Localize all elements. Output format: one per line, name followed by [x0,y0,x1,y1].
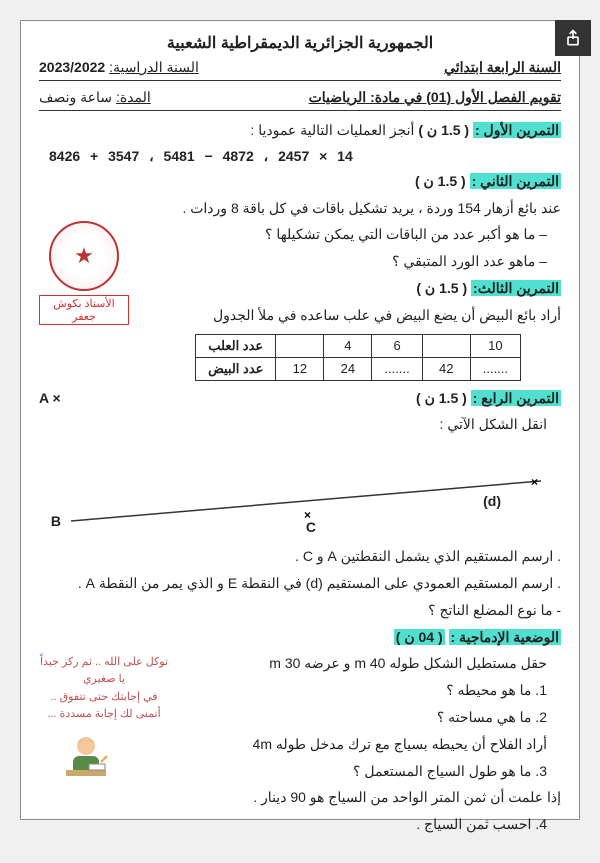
ex5-heading: الوضعية الإدماجية : ( 04 ن ) [39,626,561,650]
ex4-label: التمرين الرابع : [471,390,561,406]
ex2-points: ( 1.5 ن ) [415,173,466,189]
exam-title: تقويم الفصل الأول (01) في مادة: الرياضيا… [309,89,561,106]
ex1-heading: التمرين الأول : ( 1.5 ن ) أنجز العمليات … [39,119,561,143]
table-row: عدد العلب 4 6 10 [196,334,521,357]
ex3-points: ( 1.5 ن ) [416,280,467,296]
geometry-figure: × × B C (d) [39,441,561,541]
ex5-l3: إذا علمت أن ثمن المتر الواحد من السياج ه… [39,786,561,810]
duration: المدة: ساعة ونصف [39,89,151,106]
year-label: السنة الدراسية: [109,59,199,75]
cell: 4 [324,334,372,357]
ex4-prompt: انقل الشكل الآتي : [39,413,561,437]
cell: 24 [324,357,372,380]
teacher-stamp: ★ الأستاذ بكوش جعفر [39,221,129,325]
ex4-heading: التمرين الرابع : ( 1.5 ن ) A × [39,387,561,411]
ex1-points: ( 1.5 ن ) [418,122,469,138]
point-B: B [51,513,61,529]
cell [422,334,470,357]
svg-text:×: × [531,475,538,489]
row-head: عدد العلب [196,334,276,357]
cell: ....... [470,357,520,380]
cell [276,334,324,357]
ex3-table: عدد العلب 4 6 10 عدد البيض 12 24 .......… [195,334,521,381]
cell: 12 [276,357,324,380]
cell: 42 [422,357,470,380]
duration-value: ساعة ونصف [39,89,112,105]
point-A: A × [39,387,61,411]
school-year: السنة الدراسية: 2023/2022 [39,59,199,76]
divider [39,110,561,111]
ex5-l2: أراد الفلاح أن يحيطه بسياج مع ترك مدخل ط… [39,733,561,757]
motivational-quote: توكل على الله .. ثم ركز جيداً يا صغيري ف… [39,654,169,724]
year-value: 2023/2022 [39,59,105,75]
ex4-points: ( 1.5 ن ) [416,390,467,406]
duration-label: المدة: [116,89,151,105]
cell: 6 [372,334,422,357]
header-row-2: تقويم الفصل الأول (01) في مادة: الرياضيا… [39,89,561,106]
exam-page: الجمهورية الجزائرية الديمقراطية الشعبية … [20,20,580,820]
ex5-q3: 3. ما هو طول السياج المستعمل ؟ [39,760,561,784]
cell: ....... [372,357,422,380]
quote-l1: توكل على الله .. ثم ركز جيداً يا صغيري [39,654,169,689]
grade-level: السنة الرابعة ابتدائي [444,59,561,76]
teacher-name: الأستاذ بكوش جعفر [39,295,129,325]
ex1-label: التمرين الأول : [473,122,561,138]
ex1-operations: 8426 + 3547 ، 5481 − 4872 ، 2457 × 14 [39,146,561,167]
ex2-l1: عند بائع أزهار 154 وردة ، يريد تشكيل باق… [39,197,561,221]
table-row: عدد البيض 12 24 ....... 42 ....... [196,357,521,380]
cell: 10 [470,334,520,357]
ex4-q3: - ما نوع المضلع الناتج ؟ [39,599,561,623]
ex2-label: التمرين الثاني : [470,173,561,189]
ex2-heading: التمرين الثاني : ( 1.5 ن ) [39,170,561,194]
row-head: عدد البيض [196,357,276,380]
line-d: (d) [483,493,501,509]
ex3-label: التمرين الثالث: [471,280,561,296]
quote-l2: في إجابتك حتى تتفوق .. [39,689,169,707]
ex1-prompt: أنجز العمليات التالية عموديا : [250,122,414,138]
divider [39,80,561,81]
ex5-q4: 4. احسب ثمن السياج . [39,813,561,837]
ex5-points: ( 04 ن ) [394,629,445,645]
stamp-logo-icon: ★ [49,221,119,291]
header-row-1: السنة الرابعة ابتدائي السنة الدراسية: 20… [39,59,561,76]
share-icon[interactable] [555,20,591,56]
ex4-q1: . ارسم المستقيم الذي يشمل النقطتين A و C… [39,545,561,569]
quote-l3: أتمنى لك إجابة مسددة ... [39,706,169,724]
republic-title: الجمهورية الجزائرية الديمقراطية الشعبية [39,33,561,53]
point-C: C [306,519,316,535]
student-clipart-icon [61,734,111,779]
ex4-q2: . ارسم المستقيم العمودي على المستقيم (d)… [39,572,561,596]
ex5-label: الوضعية الإدماجية : [449,629,561,645]
